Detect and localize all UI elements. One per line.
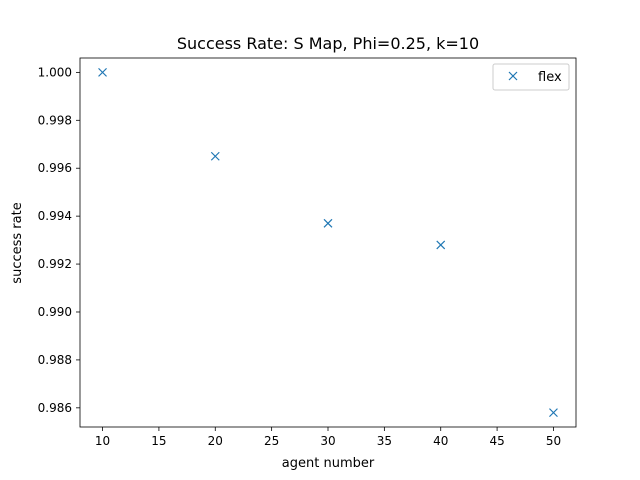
legend-marker-flex xyxy=(508,71,518,81)
x-tick-label: 15 xyxy=(151,434,166,448)
x-tick-label: 45 xyxy=(489,434,504,448)
y-tick-label: 0.986 xyxy=(38,401,72,415)
x-tick-label: 10 xyxy=(95,434,110,448)
legend-x-marker xyxy=(508,71,518,81)
x-tick-label: 40 xyxy=(433,434,448,448)
chart-title: Success Rate: S Map, Phi=0.25, k=10 xyxy=(177,34,479,53)
y-tick-label: 1.000 xyxy=(38,65,72,79)
y-tick-label: 0.988 xyxy=(38,353,72,367)
y-tick-label: 0.998 xyxy=(38,113,72,127)
plot-area xyxy=(80,58,576,427)
x-tick-label: 50 xyxy=(546,434,561,448)
x-tick-label: 30 xyxy=(320,434,335,448)
x-tick-label: 25 xyxy=(264,434,279,448)
legend-label-flex: flex xyxy=(538,70,562,85)
data-point xyxy=(549,408,558,418)
data-point xyxy=(323,218,333,228)
x-tick-label: 35 xyxy=(377,434,392,448)
data-point xyxy=(436,240,446,250)
y-axis-label: success rate xyxy=(10,202,25,283)
y-tick-label: 0.994 xyxy=(38,209,72,223)
y-tick-label: 0.992 xyxy=(38,257,72,271)
y-tick-label: 0.990 xyxy=(38,305,72,319)
y-axis-ticks: 0.986 0.988 0.990 0.992 0.994 0.996 0.998 1.000 xyxy=(38,65,80,415)
data-point xyxy=(210,151,220,161)
x-axis-ticks: 10 15 20 25 30 35 40 45 50 xyxy=(95,427,561,448)
x-axis-label: agent number xyxy=(282,456,375,471)
data-point xyxy=(98,67,107,77)
plot-frame xyxy=(79,57,577,428)
legend: flex xyxy=(492,63,570,91)
x-tick-label: 20 xyxy=(208,434,223,448)
y-tick-label: 0.996 xyxy=(38,161,72,175)
legend-box xyxy=(492,63,570,91)
data-points xyxy=(98,67,558,418)
